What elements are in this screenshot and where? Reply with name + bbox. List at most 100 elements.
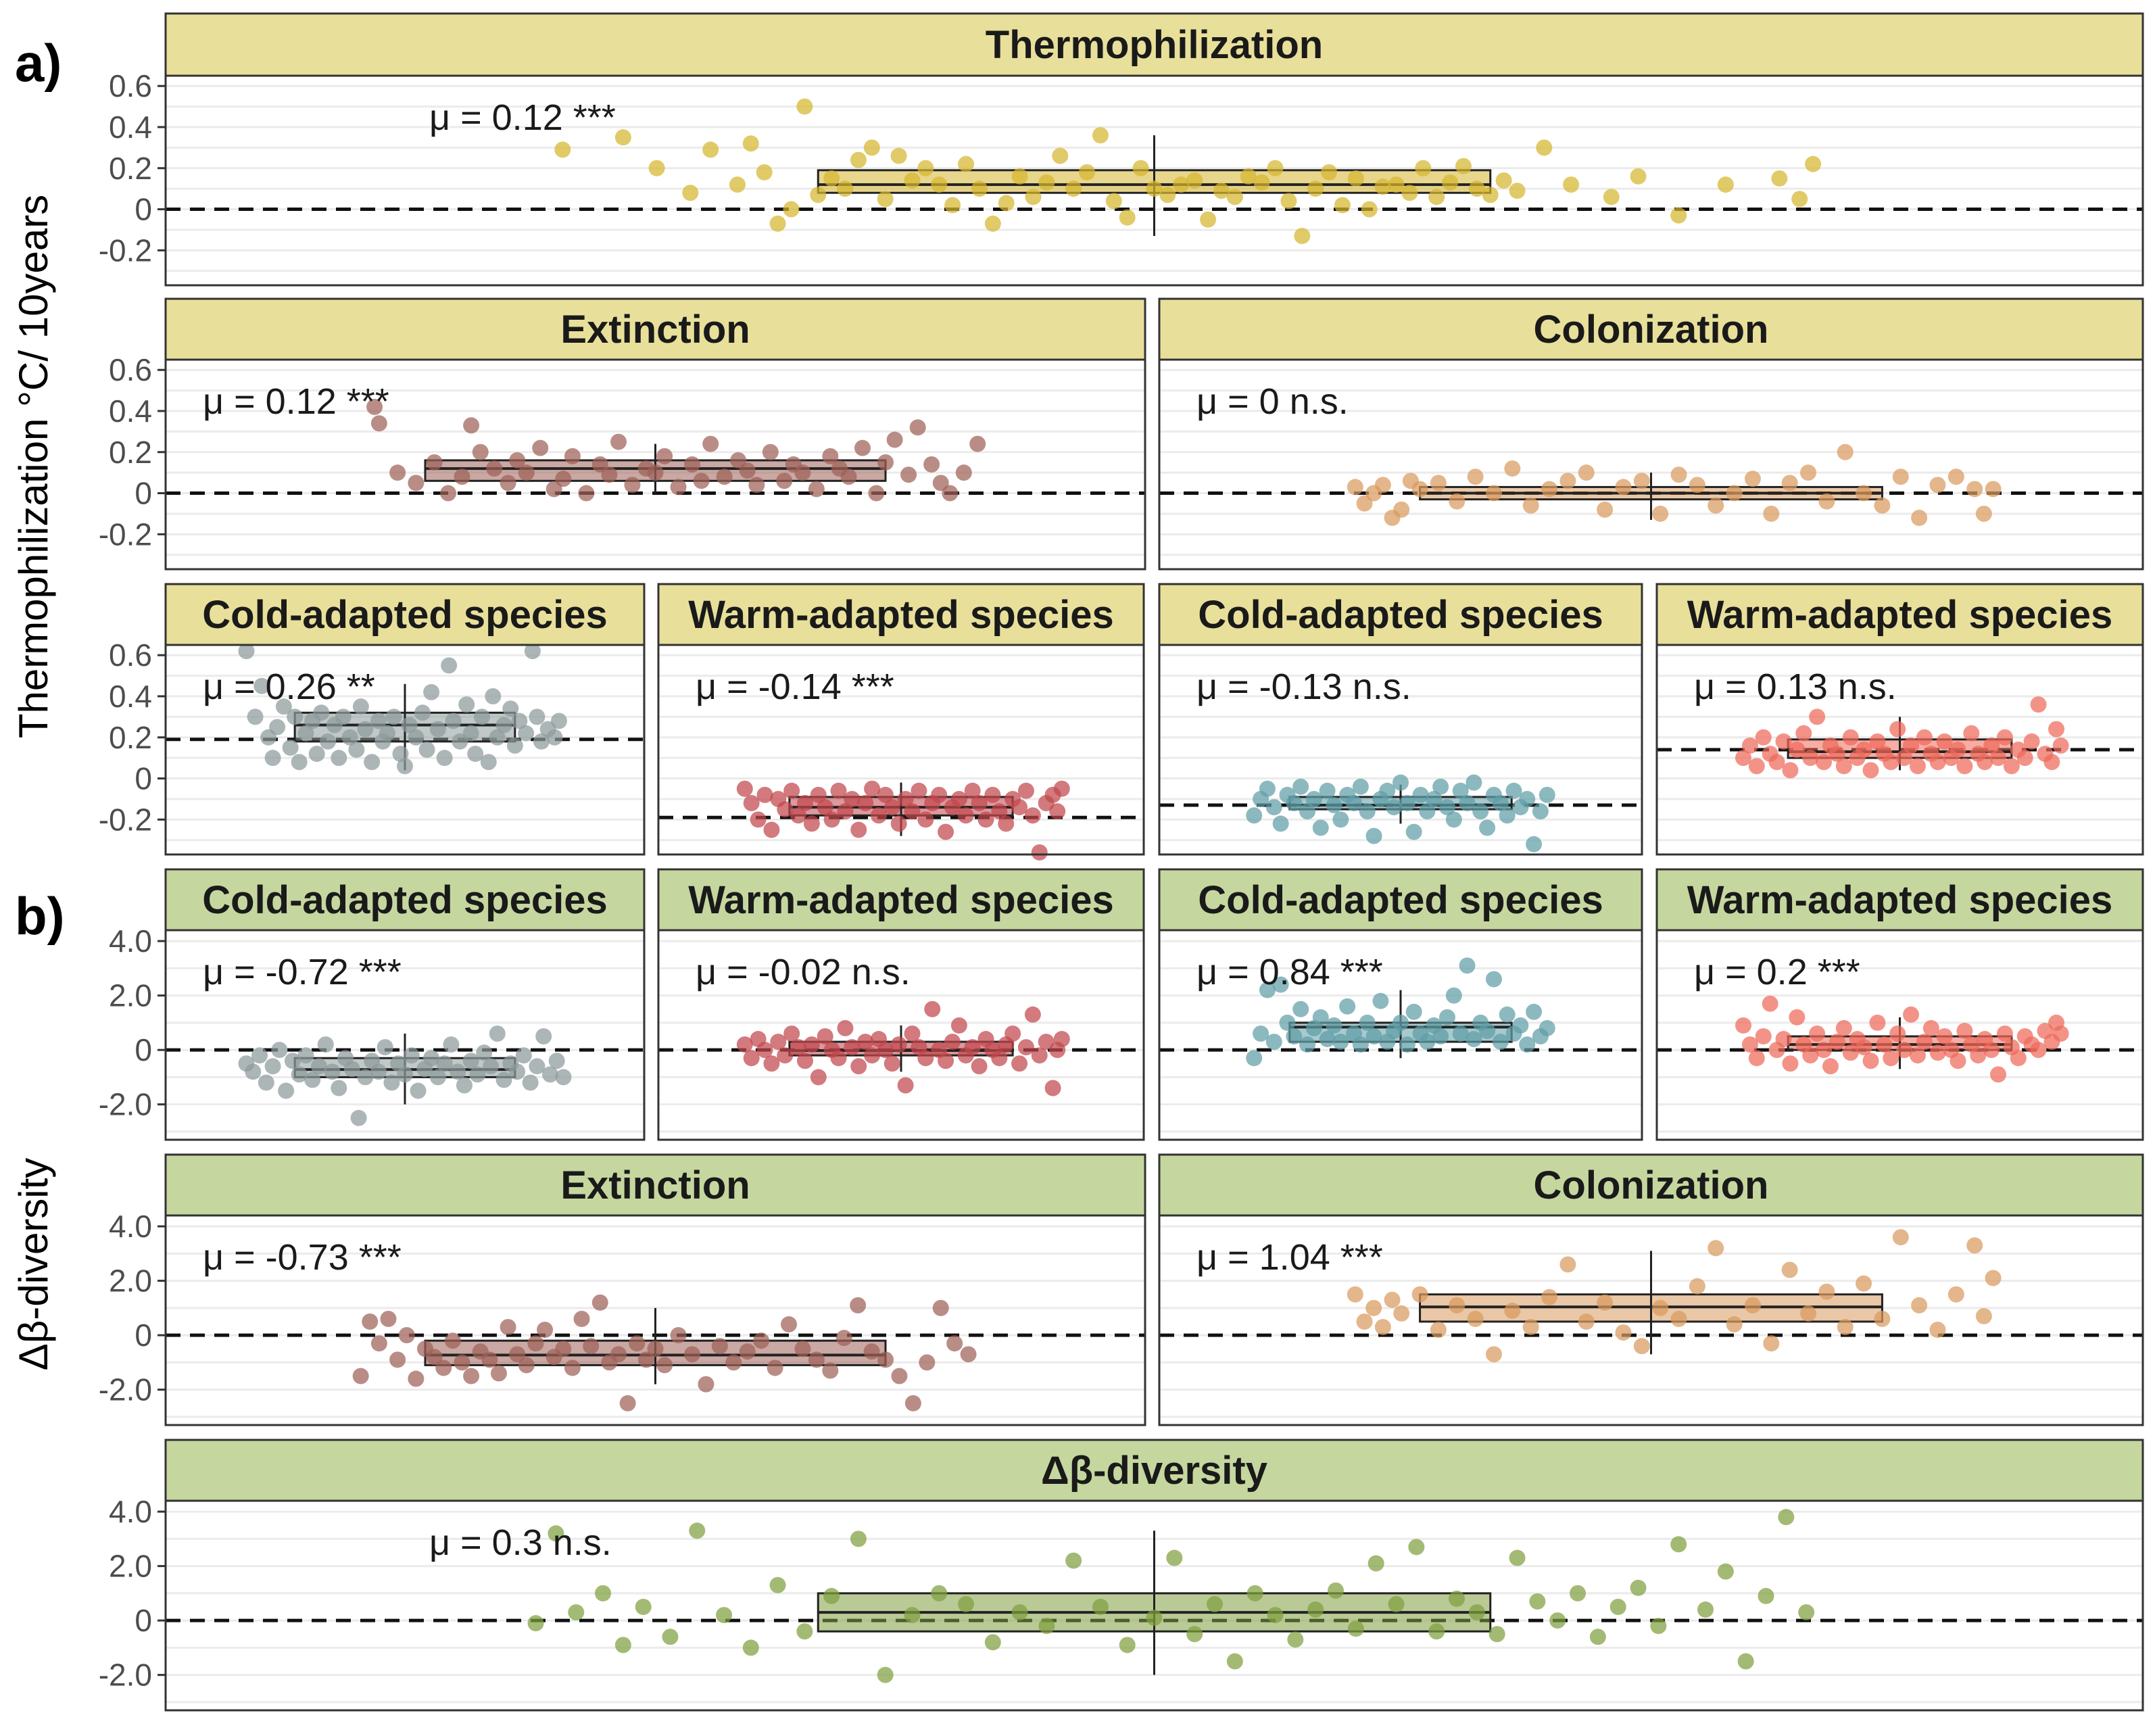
data-point xyxy=(725,1354,742,1371)
data-point xyxy=(308,746,325,763)
data-point xyxy=(518,464,535,481)
data-point xyxy=(777,801,794,818)
strip-header xyxy=(164,868,646,932)
data-point xyxy=(1499,1006,1516,1023)
facet-panel-7: μ = 0.13 n.s. Warm-adapted species xyxy=(1655,583,2144,856)
data-point xyxy=(1916,729,1933,746)
data-point xyxy=(1253,174,1270,191)
data-point xyxy=(1226,1653,1243,1670)
data-point xyxy=(750,811,767,828)
data-point xyxy=(1265,799,1282,816)
data-point xyxy=(823,1587,840,1604)
data-point xyxy=(527,1335,544,1352)
data-point xyxy=(331,1080,347,1096)
data-point xyxy=(1384,1291,1401,1308)
facet-panel-10: μ = 0.84 *** Cold-adapted species xyxy=(1158,868,1643,1141)
data-point xyxy=(877,1666,894,1683)
facet-panel-14: μ = 0.3 n.s. Δβ-diversity 4.0 2.0 0 -2.0 xyxy=(99,1439,2144,1712)
data-point xyxy=(810,187,827,203)
y-tick-label: 4.0 xyxy=(109,1494,152,1529)
data-point xyxy=(1541,1288,1558,1305)
data-point xyxy=(647,464,664,481)
mu-label: μ = -0.72 *** xyxy=(203,952,402,992)
data-point xyxy=(1492,795,1509,812)
data-point xyxy=(783,1025,800,1042)
data-point xyxy=(410,1082,427,1099)
data-point xyxy=(527,1615,544,1632)
data-point xyxy=(1689,477,1705,493)
y-tick-label: 0.4 xyxy=(109,679,152,714)
data-point xyxy=(1173,176,1190,193)
data-point xyxy=(950,790,967,807)
data-point xyxy=(1526,836,1543,852)
data-point xyxy=(480,754,497,771)
data-point xyxy=(1294,228,1311,245)
strip-header xyxy=(1158,583,1643,646)
data-point xyxy=(1526,1003,1543,1020)
data-point xyxy=(1782,1055,1799,1072)
facet-panel-13: μ = 1.04 *** Colonization xyxy=(1158,1153,2144,1426)
data-point xyxy=(251,1047,268,1064)
data-point xyxy=(1835,758,1852,775)
y-tick-label: 2.0 xyxy=(109,978,152,1013)
data-point xyxy=(1896,1042,1913,1059)
data-point xyxy=(960,1346,977,1363)
data-point xyxy=(1996,729,2013,746)
data-point xyxy=(984,786,1001,803)
data-point xyxy=(942,485,959,502)
data-point xyxy=(495,717,512,733)
data-point xyxy=(418,742,435,758)
data-point xyxy=(423,1050,440,1067)
y-tick-label: 0 xyxy=(135,1318,152,1353)
y-tick-label: -0.2 xyxy=(99,233,152,268)
data-point xyxy=(436,750,453,767)
data-point xyxy=(810,786,827,803)
data-point xyxy=(348,742,365,758)
data-point xyxy=(1970,1047,1987,1064)
data-point xyxy=(297,725,314,742)
data-point xyxy=(864,780,881,797)
data-point xyxy=(1485,485,1502,502)
data-point xyxy=(483,1058,500,1075)
data-point xyxy=(1909,1047,1926,1064)
data-point xyxy=(1455,158,1472,174)
data-point xyxy=(763,1055,780,1072)
data-point xyxy=(1842,1044,1859,1061)
data-point xyxy=(1778,1509,1795,1526)
data-point xyxy=(1509,1549,1526,1566)
data-point xyxy=(463,1368,480,1384)
data-point xyxy=(1292,778,1309,795)
data-point xyxy=(1689,1278,1705,1295)
mu-label: μ = -0.02 n.s. xyxy=(696,952,911,992)
strip-title: Colonization xyxy=(1534,1163,1769,1207)
data-point xyxy=(1911,510,1928,527)
y-tick-label: 0.2 xyxy=(109,720,152,755)
data-point xyxy=(1856,1275,1872,1292)
data-point xyxy=(748,477,765,493)
data-point xyxy=(1031,844,1048,861)
data-point xyxy=(1265,1034,1282,1051)
section-b-label: b) xyxy=(15,886,65,946)
data-point xyxy=(1936,1028,1953,1045)
data-point xyxy=(1800,1305,1817,1322)
y-tick-label: -2.0 xyxy=(99,1372,152,1407)
data-point xyxy=(1929,754,1946,771)
data-point xyxy=(469,1066,486,1083)
data-point xyxy=(830,1050,847,1067)
data-point xyxy=(1763,505,1780,522)
data-point xyxy=(850,1297,867,1313)
data-point xyxy=(1132,160,1149,176)
data-point xyxy=(1312,819,1329,836)
data-point xyxy=(1459,957,1476,974)
mu-label: μ = -0.13 n.s. xyxy=(1196,667,1411,707)
strip-title: Cold-adapted species xyxy=(1198,593,1603,637)
data-point xyxy=(1240,168,1257,185)
data-point xyxy=(1246,1050,1263,1067)
data-point xyxy=(278,1082,295,1099)
data-point xyxy=(923,456,940,473)
data-point xyxy=(1708,497,1724,514)
data-point xyxy=(297,1047,314,1064)
data-point xyxy=(919,1354,936,1371)
data-point xyxy=(1011,1055,1028,1072)
data-point xyxy=(1166,1549,1183,1566)
